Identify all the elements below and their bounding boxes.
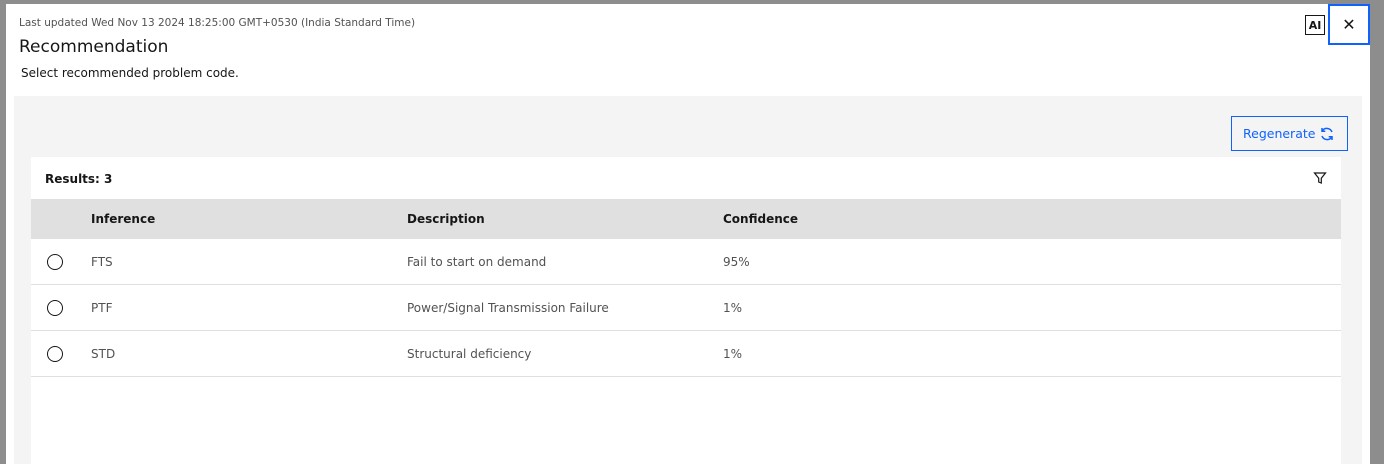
table-header: Inference Description Confidence [31, 199, 1341, 239]
modal-subtitle: Select recommended problem code. [21, 66, 239, 80]
modal-title: Recommendation [19, 37, 169, 57]
row-radio[interactable] [47, 300, 63, 316]
column-header-inference: Inference [91, 212, 156, 226]
close-icon: ✕ [1342, 15, 1356, 34]
ai-badge[interactable]: AI [1305, 15, 1325, 35]
table-row[interactable]: STD Structural deficiency 1% [31, 331, 1341, 377]
regenerate-button[interactable]: Regenerate [1231, 116, 1348, 151]
regenerate-label: Regenerate [1243, 126, 1316, 141]
results-count: Results: 3 [45, 172, 113, 186]
confidence-cell: 1% [723, 347, 743, 361]
inference-cell: FTS [91, 255, 113, 269]
confidence-cell: 1% [723, 301, 743, 315]
description-cell: Structural deficiency [407, 347, 532, 361]
last-updated-text: Last updated Wed Nov 13 2024 18:25:00 GM… [19, 17, 416, 29]
recommendation-panel: Regenerate Results: 3 Inference Descript… [14, 96, 1362, 464]
inference-cell: STD [91, 347, 116, 361]
renew-icon [1321, 127, 1333, 141]
close-button[interactable]: ✕ [1328, 4, 1370, 45]
filter-icon[interactable] [1313, 171, 1327, 185]
results-table: Results: 3 Inference Description Confide… [31, 157, 1341, 464]
row-radio[interactable] [47, 346, 63, 362]
row-radio[interactable] [47, 254, 63, 270]
table-row[interactable]: FTS Fail to start on demand 95% [31, 239, 1341, 285]
column-header-confidence: Confidence [723, 212, 799, 226]
column-header-description: Description [407, 212, 485, 226]
inference-cell: PTF [91, 301, 113, 315]
table-row[interactable]: PTF Power/Signal Transmission Failure 1% [31, 285, 1341, 331]
confidence-cell: 95% [723, 255, 750, 269]
recommendation-modal: Last updated Wed Nov 13 2024 18:25:00 GM… [6, 4, 1370, 464]
description-cell: Fail to start on demand [407, 255, 547, 269]
description-cell: Power/Signal Transmission Failure [407, 301, 609, 315]
